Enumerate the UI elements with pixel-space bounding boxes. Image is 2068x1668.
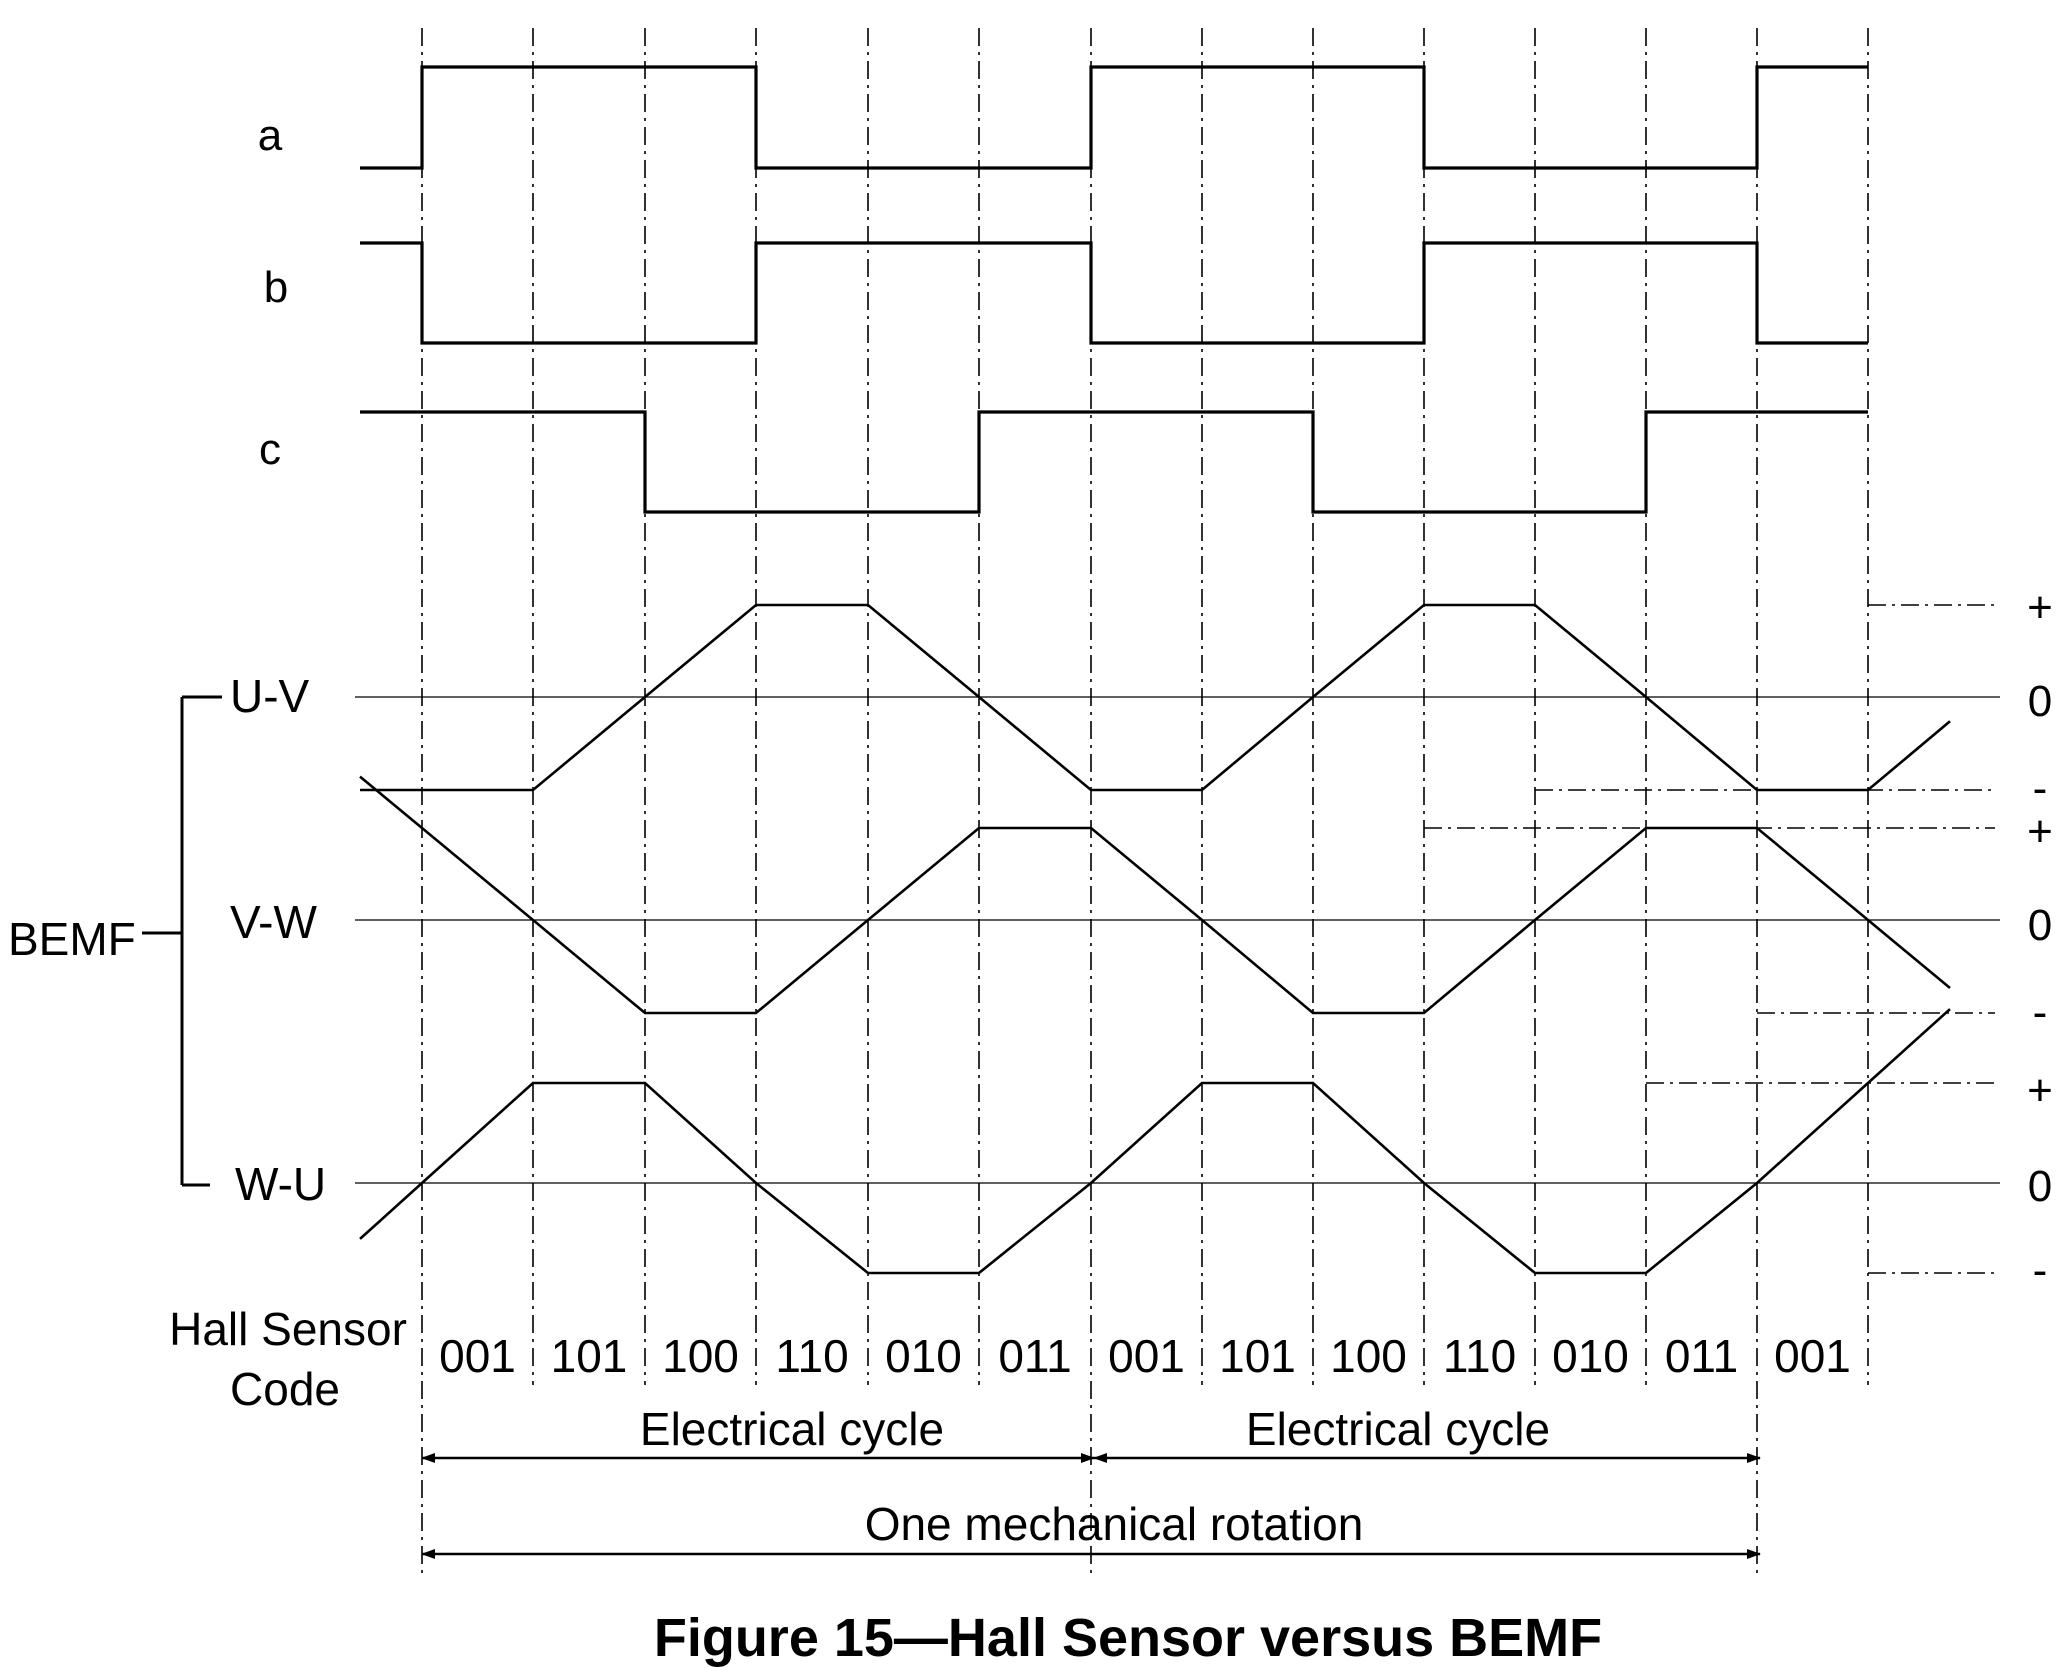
v-w-zero-label: 0: [2028, 901, 2052, 950]
hall-code: 001: [439, 1330, 516, 1382]
span-arrows: [421, 1453, 1761, 1559]
hall-code: 011: [1665, 1330, 1738, 1382]
hall-code: 110: [775, 1330, 848, 1382]
electrical-cycle-label-2: Electrical cycle: [1246, 1403, 1550, 1455]
hall-code: 100: [1330, 1330, 1407, 1382]
phase-label-w-u: W-U: [235, 1158, 326, 1210]
hall-code: 101: [551, 1330, 628, 1382]
bemf-group-label: BEMF: [8, 913, 136, 965]
w-u-plus-label: +: [2027, 1066, 2053, 1115]
hall-code: 010: [1552, 1330, 1629, 1382]
u-v-plus-label: +: [2027, 583, 2053, 632]
hall-code: 011: [998, 1330, 1071, 1382]
level-extension-lines: [1424, 604, 1995, 1274]
signal-label-b: b: [264, 263, 288, 312]
hall-wave-c: [360, 410, 1868, 514]
hall-code: 001: [1774, 1330, 1851, 1382]
electrical-cycle-label-1: Electrical cycle: [640, 1403, 944, 1455]
figure-caption: Figure 15—Hall Sensor versus BEMF: [654, 1608, 1602, 1668]
hall-code-label-line2: Code: [230, 1363, 340, 1415]
hall-wave-b: [360, 241, 1868, 345]
hall-codes: 001 101 100 110 010 011 001 101 100 110 010 011 001: [439, 1330, 1851, 1382]
zero-reference-lines: [355, 696, 2000, 1184]
mechanical-rotation-label: One mechanical rotation: [865, 1498, 1364, 1550]
signal-label-a: a: [258, 111, 283, 160]
hall-code-label-line1: Hall Sensor: [169, 1303, 407, 1355]
v-w-plus-label: +: [2027, 807, 2053, 856]
hall-wave-a: [360, 65, 1868, 170]
bemf-wave-w-u: [359, 1008, 1951, 1275]
w-u-minus-label: -: [2033, 1246, 2048, 1295]
phase-label-v-w: V-W: [230, 896, 317, 948]
hall-code: 100: [662, 1330, 739, 1382]
hall-code: 010: [885, 1330, 962, 1382]
u-v-zero-label: 0: [2028, 677, 2052, 726]
phase-label-u-v: U-V: [230, 670, 310, 722]
signal-label-c: c: [259, 425, 281, 474]
hall-code: 001: [1108, 1330, 1185, 1382]
hall-code: 101: [1219, 1330, 1296, 1382]
v-w-minus-label: -: [2033, 988, 2048, 1037]
u-v-minus-label: -: [2033, 764, 2048, 813]
bemf-waveforms: [359, 603, 1951, 1275]
hall-code: 110: [1443, 1330, 1516, 1382]
w-u-zero-label: 0: [2028, 1162, 2052, 1211]
bemf-bracket: [142, 695, 222, 1187]
hall-waveforms: [360, 65, 1868, 514]
bemf-wave-u-v: [360, 603, 1951, 792]
bemf-wave-v-w: [359, 775, 1951, 1015]
